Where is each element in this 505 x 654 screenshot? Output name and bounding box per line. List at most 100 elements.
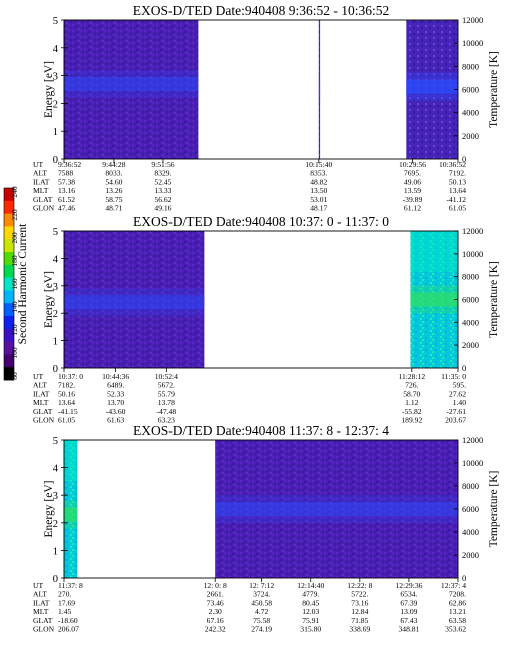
orbit-cell: -55.82: [402, 407, 422, 416]
energy-band-upper: [64, 440, 78, 482]
y-tick-label: 3: [53, 72, 58, 83]
energy-band: [406, 79, 458, 94]
orbit-cell: 13.21: [449, 607, 466, 616]
orbit-row-label: GLAT: [33, 616, 53, 625]
y-right-tick-label: 10000: [462, 249, 483, 259]
orbit-cell: 13.70: [107, 398, 124, 407]
y-right-tick-label: 2000: [462, 340, 479, 350]
colorbar-tick-label: 200: [10, 232, 19, 244]
colorbar-swatch: [4, 213, 14, 227]
orbit-row-label: ILAT: [33, 389, 50, 398]
orbit-cell: 52.33: [107, 389, 124, 398]
data-segment: [215, 440, 458, 578]
orbit-cell: 67.39: [400, 598, 417, 607]
orbit-cell: 726.: [405, 381, 418, 390]
orbit-row-label: UT: [33, 372, 43, 381]
y-tick-label: 4: [53, 464, 59, 475]
orbit-cell: 62.86: [449, 598, 466, 607]
orbit-cell: 13.59: [404, 186, 421, 195]
colorbar-tick-label: 100: [10, 347, 19, 359]
orbit-cell: 10:29:56: [399, 160, 426, 169]
orbit-cell: -47.48: [157, 407, 177, 416]
data-segment: [318, 20, 321, 159]
colorbar-frame: [3, 187, 15, 381]
orbit-cell: 12.84: [351, 607, 368, 616]
orbit-cell: 48.71: [105, 204, 122, 213]
y-right-axis-label: Temperature [K]: [488, 51, 500, 128]
orbit-cell: 73.46: [207, 598, 224, 607]
y-right-tick-label: 0: [462, 154, 466, 164]
orbit-cell: 7208.: [449, 590, 466, 599]
orbit-cell: 10:52:4: [155, 372, 178, 381]
energy-band-glow: [64, 288, 205, 317]
orbit-cell: 13.33: [154, 186, 171, 195]
orbit-cell: 13.64: [58, 398, 75, 407]
y-right-tick-label: 10000: [462, 38, 483, 48]
energy-band: [64, 76, 199, 91]
orbit-cell: 63.58: [449, 616, 466, 625]
orbit-cell: 53.01: [310, 195, 327, 204]
colorbar-swatch: [4, 316, 14, 330]
colorbar-swatch: [4, 354, 14, 368]
orbit-cell: 10:36:52: [439, 160, 466, 169]
orbit-cell: 189.92: [401, 416, 422, 425]
orbit-cell: 54.60: [105, 177, 122, 186]
orbit-cell: 242.32: [205, 625, 226, 634]
y-right-tick-label: 8000: [462, 272, 479, 282]
orbit-cell: 13.09: [400, 607, 417, 616]
panel-title: EXOS-D/TED Date:940408 10:37: 0 - 11:37:…: [133, 214, 389, 229]
energy-band: [318, 82, 321, 97]
y-tick-label: 4: [53, 44, 59, 55]
panel-title: EXOS-D/TED Date:940408 9:36:52 - 10:36:5…: [133, 3, 389, 18]
orbit-cell: 2661.: [207, 590, 224, 599]
orbit-cell: 61.63: [107, 416, 124, 425]
colorbar-swatch: [4, 303, 14, 317]
colorbar-swatch: [4, 328, 14, 342]
y-axis-label: Energy [eV]: [43, 61, 55, 118]
panel-title: EXOS-D/TED Date:940408 11:37: 8 - 12:37:…: [133, 423, 389, 438]
orbit-row-label: UT: [33, 581, 43, 590]
orbit-cell: 3724.: [253, 590, 270, 599]
orbit-cell: 58.70: [403, 389, 420, 398]
y-right-tick-label: 0: [462, 363, 466, 373]
energy-band: [64, 507, 78, 522]
orbit-cell: 61.05: [449, 204, 466, 213]
orbit-cell: 7182.: [58, 381, 75, 390]
y-tick-label: 0: [53, 155, 58, 166]
energy-band-glow: [64, 69, 199, 98]
orbit-cell: 50.16: [58, 389, 75, 398]
y-right-tick-label: 12000: [462, 15, 483, 25]
colorbar-tick-label: 160: [10, 278, 19, 290]
energy-band: [215, 502, 458, 516]
orbit-cell: 8353.: [310, 169, 327, 178]
colorbar-swatch: [4, 226, 14, 240]
orbit-cell: 353.62: [445, 625, 466, 634]
orbit-cell: 6489.: [107, 381, 124, 390]
orbit-row-label: ALT: [33, 590, 47, 599]
colorbar-tick-label: 80: [10, 372, 19, 380]
orbit-cell: -18.60: [58, 616, 78, 625]
energy-band: [64, 295, 205, 310]
orbit-cell: 5672.: [158, 381, 175, 390]
orbit-row-label: MLT: [33, 398, 49, 407]
y-tick-label: 2: [53, 309, 58, 320]
orbit-cell: 71.85: [351, 616, 368, 625]
y-right-tick-label: 4000: [462, 108, 479, 118]
y-right-tick-label: 8000: [462, 61, 479, 71]
orbit-row-label: ILAT: [33, 177, 50, 186]
energy-band: [410, 292, 458, 307]
orbit-cell: 63.23: [158, 416, 175, 425]
orbit-cell: 1.12: [405, 398, 418, 407]
orbit-cell: 274.19: [251, 625, 272, 634]
colorbar-swatch: [4, 264, 14, 278]
y-right-tick-label: 8000: [462, 481, 479, 491]
orbit-cell: 12:14:40: [297, 581, 324, 590]
colorbar-tick-label: 220: [10, 209, 19, 221]
colorbar-swatch: [4, 290, 14, 304]
colorbar-swatch: [4, 239, 14, 253]
orbit-cell: 10:44:36: [102, 372, 129, 381]
colorbar-swatch: [4, 277, 14, 291]
orbit-cell: 13.78: [158, 398, 175, 407]
orbit-cell: 10:37: 0: [58, 372, 83, 381]
